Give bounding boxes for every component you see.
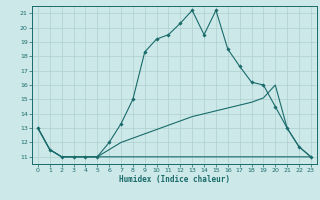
X-axis label: Humidex (Indice chaleur): Humidex (Indice chaleur) xyxy=(119,175,230,184)
